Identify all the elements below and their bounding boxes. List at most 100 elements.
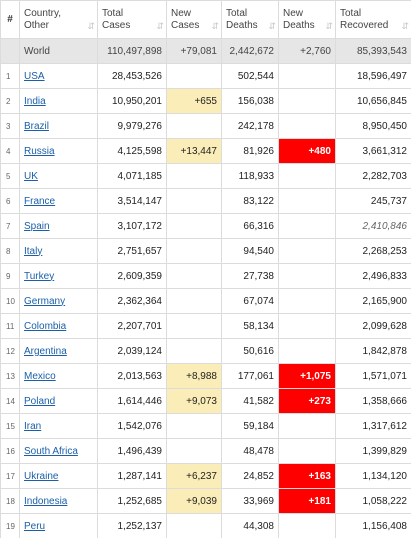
table-row: 8 Italy 2,751,657 94,540 2,268,253 bbox=[0, 238, 411, 264]
total-cases-cell: 2,362,364 bbox=[97, 288, 167, 314]
sort-icon: ⇵ bbox=[401, 21, 408, 31]
country-link[interactable]: USA bbox=[24, 70, 45, 82]
header-total-recovered[interactable]: Total Recovered ⇵ bbox=[335, 0, 411, 39]
total-recovered-cell: 18,596,497 bbox=[335, 63, 411, 89]
header-new-cases-line2: Cases bbox=[171, 19, 200, 31]
total-recovered-cell: 1,842,878 bbox=[335, 338, 411, 364]
total-recovered-cell: 1,317,612 bbox=[335, 413, 411, 439]
country-link[interactable]: Brazil bbox=[24, 120, 50, 132]
total-deaths-cell: 118,933 bbox=[221, 163, 279, 189]
country-link[interactable]: UK bbox=[24, 170, 38, 182]
country-cell: Russia bbox=[19, 138, 98, 164]
total-recovered-cell: 2,165,900 bbox=[335, 288, 411, 314]
new-cases-cell bbox=[166, 313, 222, 339]
country-cell: Spain bbox=[19, 213, 98, 239]
row-index: 10 bbox=[0, 288, 20, 314]
total-cases-cell: 3,107,172 bbox=[97, 213, 167, 239]
table-row: 19 Peru 1,252,137 44,308 1,156,408 bbox=[0, 513, 411, 538]
row-index: 3 bbox=[0, 113, 20, 139]
country-link[interactable]: France bbox=[24, 195, 56, 207]
total-deaths-cell: 66,316 bbox=[221, 213, 279, 239]
total-deaths-cell: 59,184 bbox=[221, 413, 279, 439]
total-cases-cell: 10,950,201 bbox=[97, 88, 167, 114]
country-link[interactable]: Iran bbox=[24, 420, 42, 432]
total-recovered-cell: 8,950,450 bbox=[335, 113, 411, 139]
country-link[interactable]: Argentina bbox=[24, 345, 67, 357]
country-link[interactable]: Ukraine bbox=[24, 470, 59, 482]
header-row: # Country, Other ⇵ Total Cases ⇵ New Cas… bbox=[0, 0, 411, 39]
header-country-line2: Other bbox=[24, 19, 50, 31]
new-cases-cell bbox=[166, 213, 222, 239]
total-deaths-cell: 83,122 bbox=[221, 188, 279, 214]
country-cell: India bbox=[19, 88, 98, 114]
world-total-cases: 110,497,898 bbox=[97, 38, 167, 64]
total-recovered-cell: 10,656,845 bbox=[335, 88, 411, 114]
header-total-cases[interactable]: Total Cases ⇵ bbox=[97, 0, 167, 39]
world-label: World bbox=[19, 38, 98, 64]
table-row: 12 Argentina 2,039,124 50,616 1,842,878 bbox=[0, 338, 411, 364]
world-new-cases: +79,081 bbox=[166, 38, 222, 64]
total-deaths-cell: 156,038 bbox=[221, 88, 279, 114]
new-deaths-cell bbox=[278, 438, 336, 464]
country-cell: USA bbox=[19, 63, 98, 89]
country-link[interactable]: Germany bbox=[24, 295, 66, 307]
new-cases-cell bbox=[166, 113, 222, 139]
country-link[interactable]: Poland bbox=[24, 395, 56, 407]
country-link[interactable]: Russia bbox=[24, 145, 55, 157]
row-index: 1 bbox=[0, 63, 20, 89]
total-recovered-cell: 1,399,829 bbox=[335, 438, 411, 464]
new-deaths-cell bbox=[278, 163, 336, 189]
new-cases-cell bbox=[166, 413, 222, 439]
new-cases-cell bbox=[166, 438, 222, 464]
total-deaths-cell: 44,308 bbox=[221, 513, 279, 538]
world-row: World 110,497,898 +79,081 2,442,672 +2,7… bbox=[0, 38, 411, 64]
total-recovered-cell: 1,358,666 bbox=[335, 388, 411, 414]
total-recovered-cell: 2,099,628 bbox=[335, 313, 411, 339]
country-link[interactable]: Spain bbox=[24, 220, 50, 232]
total-cases-cell: 1,252,137 bbox=[97, 513, 167, 538]
country-link[interactable]: Peru bbox=[24, 520, 46, 532]
total-cases-cell: 2,013,563 bbox=[97, 363, 167, 389]
header-index[interactable]: # bbox=[0, 0, 20, 39]
country-link[interactable]: South Africa bbox=[24, 445, 78, 457]
total-deaths-cell: 48,478 bbox=[221, 438, 279, 464]
country-cell: Poland bbox=[19, 388, 98, 414]
total-cases-cell: 1,287,141 bbox=[97, 463, 167, 489]
total-cases-cell: 4,125,598 bbox=[97, 138, 167, 164]
new-deaths-cell bbox=[278, 413, 336, 439]
country-cell: Argentina bbox=[19, 338, 98, 364]
country-link[interactable]: Italy bbox=[24, 245, 43, 257]
new-cases-cell bbox=[166, 263, 222, 289]
table-row: 9 Turkey 2,609,359 27,738 2,496,833 bbox=[0, 263, 411, 289]
new-cases-cell: +655 bbox=[166, 88, 222, 114]
header-new-cases-line1: New bbox=[171, 7, 192, 19]
header-new-deaths[interactable]: New Deaths ⇵ bbox=[278, 0, 336, 39]
country-cell: UK bbox=[19, 163, 98, 189]
new-deaths-cell: +163 bbox=[278, 463, 336, 489]
sort-icon: ⇵ bbox=[268, 21, 275, 31]
new-deaths-cell: +480 bbox=[278, 138, 336, 164]
header-total-deaths[interactable]: Total Deaths ⇵ bbox=[221, 0, 279, 39]
country-link[interactable]: India bbox=[24, 95, 46, 107]
country-cell: Italy bbox=[19, 238, 98, 264]
new-cases-cell: +13,447 bbox=[166, 138, 222, 164]
table-row: 18 Indonesia 1,252,685 +9,039 33,969 +181 1,05… bbox=[0, 488, 411, 514]
header-new-deaths-line2: Deaths bbox=[283, 19, 315, 31]
country-link[interactable]: Indonesia bbox=[24, 495, 68, 507]
total-recovered-cell: 245,737 bbox=[335, 188, 411, 214]
world-total-deaths: 2,442,672 bbox=[221, 38, 279, 64]
header-total-cases-line1: Total bbox=[102, 7, 124, 19]
country-link[interactable]: Colombia bbox=[24, 320, 67, 332]
world-total-recovered: 85,393,543 bbox=[335, 38, 411, 64]
header-new-cases[interactable]: New Cases ⇵ bbox=[166, 0, 222, 39]
row-index: 7 bbox=[0, 213, 20, 239]
new-cases-cell bbox=[166, 338, 222, 364]
total-recovered-cell: 1,156,408 bbox=[335, 513, 411, 538]
country-link[interactable]: Mexico bbox=[24, 370, 56, 382]
world-index-cell bbox=[0, 38, 20, 64]
new-cases-cell: +8,988 bbox=[166, 363, 222, 389]
new-cases-cell bbox=[166, 238, 222, 264]
header-country[interactable]: Country, Other ⇵ bbox=[19, 0, 98, 39]
country-link[interactable]: Turkey bbox=[24, 270, 55, 282]
country-cell: France bbox=[19, 188, 98, 214]
